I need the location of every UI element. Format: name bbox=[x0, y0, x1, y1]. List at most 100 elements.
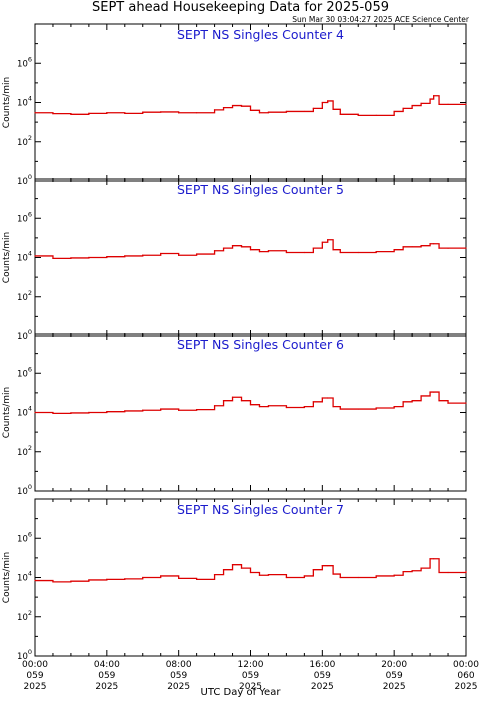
data-point bbox=[339, 408, 341, 410]
data-point bbox=[267, 405, 270, 407]
data-point bbox=[429, 391, 431, 393]
data-point bbox=[332, 108, 334, 110]
data-point bbox=[465, 570, 467, 573]
y-axis-label: Counts/min bbox=[2, 387, 12, 438]
data-point bbox=[249, 404, 252, 406]
data-point bbox=[222, 569, 225, 571]
data-point bbox=[240, 567, 243, 569]
x-tick-label: 16:00 bbox=[309, 660, 335, 670]
x-tick-label: 059 bbox=[386, 671, 403, 681]
data-point bbox=[124, 112, 126, 114]
data-point bbox=[402, 107, 404, 110]
data-point bbox=[142, 254, 144, 256]
data-point bbox=[70, 257, 72, 259]
data-point bbox=[160, 575, 162, 577]
x-tick-label: 00:00 bbox=[22, 660, 48, 670]
y-tick-label: 100 bbox=[17, 328, 32, 342]
data-point bbox=[303, 575, 305, 577]
data-point bbox=[312, 569, 314, 571]
data-point bbox=[88, 112, 90, 114]
data-point bbox=[240, 105, 243, 107]
data-point bbox=[393, 574, 395, 576]
data-point bbox=[429, 243, 431, 245]
data-point bbox=[375, 114, 377, 117]
data-point bbox=[142, 576, 144, 579]
data-point bbox=[420, 395, 422, 397]
data-point bbox=[438, 400, 440, 402]
data-point bbox=[429, 558, 431, 560]
data-point bbox=[420, 567, 422, 569]
data-point bbox=[160, 408, 162, 410]
data-point bbox=[124, 578, 126, 580]
data-point bbox=[52, 412, 54, 414]
data-point bbox=[240, 246, 243, 248]
x-tick-label: 00:00 bbox=[453, 660, 479, 670]
data-point bbox=[447, 247, 449, 249]
plot-frame bbox=[34, 23, 467, 182]
data-point bbox=[124, 410, 126, 412]
data-point bbox=[285, 576, 288, 579]
series-line bbox=[35, 391, 466, 415]
data-point bbox=[303, 251, 305, 254]
data-point bbox=[213, 109, 216, 111]
y-tick-label: 106 bbox=[17, 365, 32, 379]
data-point bbox=[438, 247, 440, 249]
data-point bbox=[375, 575, 377, 577]
data-point bbox=[213, 405, 216, 407]
x-tick-label: 2025 bbox=[167, 682, 190, 692]
series-line bbox=[35, 558, 467, 583]
data-point bbox=[402, 246, 404, 248]
y-tick-label: 104 bbox=[17, 405, 32, 419]
data-point bbox=[327, 239, 329, 241]
data-point bbox=[447, 402, 449, 404]
data-point bbox=[231, 396, 234, 398]
data-point bbox=[433, 243, 435, 245]
data-point bbox=[106, 578, 108, 581]
data-point bbox=[160, 252, 162, 255]
data-point bbox=[420, 245, 422, 247]
plot-frame bbox=[34, 498, 467, 657]
data-point bbox=[178, 409, 180, 411]
data-point bbox=[411, 570, 413, 572]
panel-title: SEPT NS Singles Counter 4 bbox=[177, 27, 344, 42]
data-point bbox=[375, 407, 377, 409]
data-point bbox=[433, 558, 435, 560]
x-tick-label: 059 bbox=[242, 671, 259, 681]
data-point bbox=[160, 111, 162, 113]
data-point bbox=[196, 409, 198, 411]
x-tick-label: 059 bbox=[314, 671, 331, 681]
data-point bbox=[70, 412, 72, 414]
data-point bbox=[332, 573, 334, 575]
data-point bbox=[402, 570, 404, 573]
data-point bbox=[34, 411, 36, 414]
y-tick-label: 104 bbox=[17, 570, 32, 584]
data-point bbox=[447, 103, 449, 106]
data-point bbox=[339, 576, 341, 579]
data-point bbox=[52, 113, 54, 115]
data-point bbox=[433, 95, 435, 97]
data-point bbox=[312, 247, 314, 249]
data-point bbox=[249, 249, 252, 251]
x-tick-label: 059 bbox=[170, 671, 187, 681]
series-line bbox=[35, 95, 466, 117]
data-point bbox=[285, 251, 288, 254]
y-tick-label: 100 bbox=[17, 173, 32, 187]
data-point bbox=[433, 391, 435, 393]
data-point bbox=[393, 405, 395, 408]
data-point bbox=[196, 112, 198, 114]
data-point bbox=[357, 576, 359, 579]
data-point bbox=[231, 564, 234, 566]
data-point bbox=[249, 571, 252, 574]
y-tick-label: 106 bbox=[17, 55, 32, 69]
panel-title: SEPT NS Singles Counter 6 bbox=[177, 337, 344, 352]
data-point bbox=[267, 250, 270, 252]
y-tick-label: 106 bbox=[17, 210, 32, 224]
data-point bbox=[258, 405, 261, 408]
x-tick-label: 059 bbox=[98, 671, 115, 681]
x-tick-label: 2025 bbox=[239, 682, 262, 692]
y-tick-label: 102 bbox=[17, 289, 32, 303]
data-point bbox=[52, 581, 54, 583]
y-axis-label: Counts/min bbox=[2, 552, 12, 603]
data-point bbox=[258, 112, 261, 114]
data-point bbox=[88, 256, 90, 259]
